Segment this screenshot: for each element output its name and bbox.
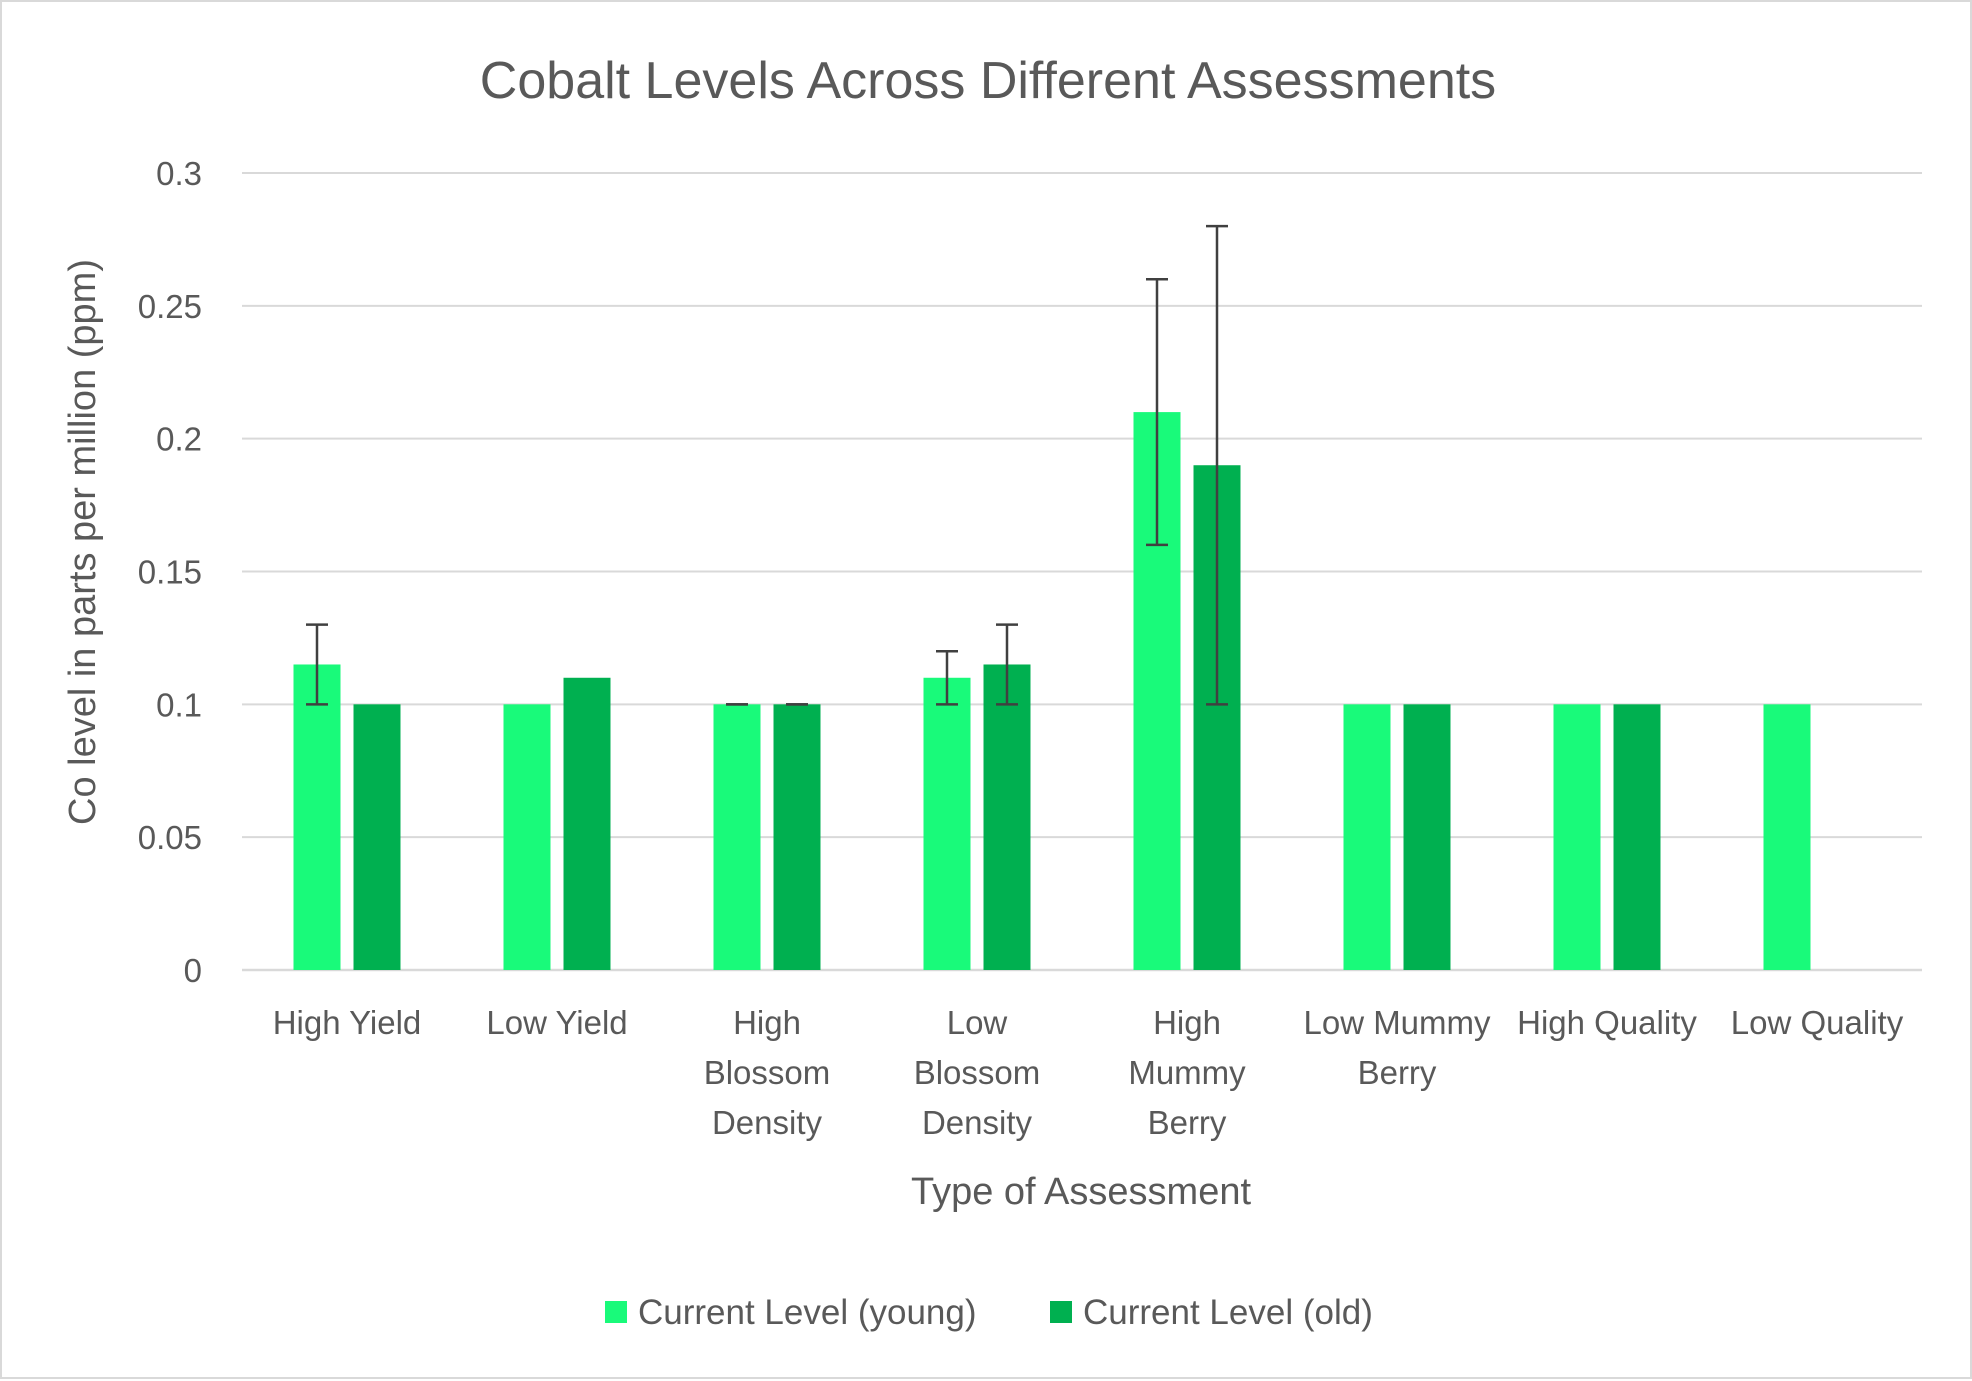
bar-young <box>713 704 761 970</box>
gridlines <box>242 172 1922 972</box>
x-category-label: High Yield <box>273 1004 422 1041</box>
y-tick-label: 0.15 <box>138 554 202 591</box>
bar-old <box>1403 704 1451 970</box>
y-tick-label: 0 <box>184 952 202 989</box>
y-tick-label: 0.05 <box>138 819 202 856</box>
y-tick-label: 0.2 <box>156 421 202 458</box>
y-axis-title: Co level in parts per million (ppm) <box>62 259 104 825</box>
legend-swatch-young <box>605 1301 627 1323</box>
y-tick-label: 0.1 <box>156 686 202 723</box>
bar-young <box>1763 704 1811 970</box>
legend-swatch-old <box>1050 1301 1072 1323</box>
bar-old <box>773 704 821 970</box>
x-category-label: Low Yield <box>486 1004 627 1041</box>
bar-old <box>563 677 611 970</box>
x-category-label: High Mummy Berry <box>1128 1004 1246 1141</box>
bar-young <box>1343 704 1391 970</box>
bar-old <box>353 704 401 970</box>
bar-young <box>923 677 971 970</box>
y-axis-tick-labels: 0 0.05 0.1 0.15 0.2 0.25 0.3 <box>138 155 202 989</box>
x-axis-title: Type of Assessment <box>911 1171 1251 1213</box>
x-category-label: Low Quality <box>1731 1004 1904 1041</box>
error-bars <box>306 224 1228 706</box>
x-axis-category-labels: High Yield Low Yield High Blossom Density Low… <box>273 1004 1904 1141</box>
x-category-label: Low Blossom Density <box>914 1004 1041 1141</box>
x-category-label: High Blossom Density <box>704 1004 831 1141</box>
bar-young <box>293 664 341 970</box>
bar-old <box>983 664 1031 970</box>
x-category-label: High Quality <box>1517 1004 1697 1041</box>
x-category-label: Low Mummy Berry <box>1303 1004 1491 1091</box>
legend-label-old: Current Level (old) <box>1083 1293 1373 1332</box>
y-tick-label: 0.25 <box>138 288 202 325</box>
bar-young <box>1553 704 1601 970</box>
chart-title: Cobalt Levels Across Different Assessmen… <box>480 52 1496 110</box>
y-tick-label: 0.3 <box>156 155 202 192</box>
bar-young <box>503 704 551 970</box>
legend-label-young: Current Level (young) <box>638 1293 977 1332</box>
legend: Current Level (young) Current Level (old) <box>605 1293 1373 1332</box>
bars <box>293 412 1811 971</box>
bar-old <box>1613 704 1661 970</box>
